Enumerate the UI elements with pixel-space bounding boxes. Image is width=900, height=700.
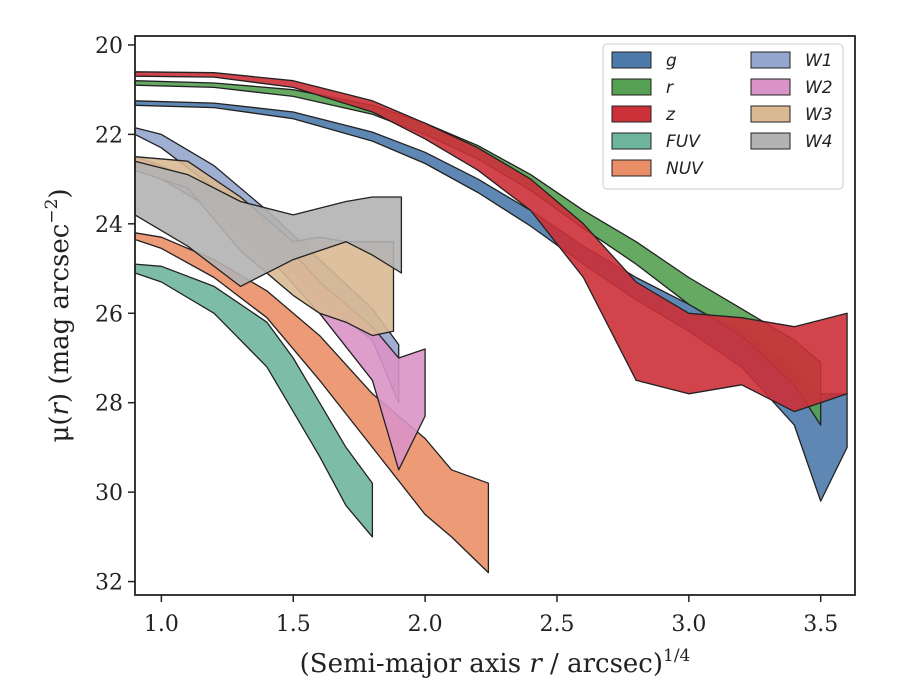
x-tick-label: 1.5 bbox=[276, 612, 311, 637]
band-w4 bbox=[134, 160, 403, 288]
band-z bbox=[134, 71, 848, 413]
legend-swatch-nuv bbox=[611, 159, 652, 177]
legend-label-w3: W3 bbox=[805, 105, 833, 125]
legend-label-w4: W4 bbox=[805, 132, 833, 152]
y-axis-label-part: μ( bbox=[45, 416, 75, 443]
legend-label-z: z bbox=[665, 105, 676, 125]
y-tick-label: 32 bbox=[95, 571, 123, 596]
legend-swatch-w3 bbox=[750, 105, 791, 123]
legend-label-fuv: FUV bbox=[666, 132, 701, 152]
plot-frame bbox=[134, 35, 856, 596]
legend-swatch-r bbox=[611, 78, 652, 96]
y-axis-label-part: ) bbox=[45, 188, 75, 198]
x-axis-label-exponent: 1/4 bbox=[663, 646, 690, 666]
x-tick-label: 1.0 bbox=[144, 612, 179, 637]
x-axis-label-var: r bbox=[529, 649, 543, 679]
band-g bbox=[134, 100, 848, 502]
legend-swatch-z bbox=[611, 105, 652, 123]
legend-swatch-w2 bbox=[750, 78, 791, 96]
legend-swatch-w4 bbox=[750, 132, 791, 150]
x-axis-label: (Semi-major axis r / arcsec)1/4 bbox=[300, 646, 691, 679]
x-axis: 1.0 1.5 2.0 2.5 3.0 3.5 bbox=[144, 595, 838, 637]
y-tick-label: 24 bbox=[95, 213, 123, 238]
x-axis-label-part: (Semi-major axis bbox=[300, 649, 530, 679]
legend-swatch-w1 bbox=[750, 51, 791, 69]
y-tick-label: 28 bbox=[95, 392, 123, 417]
x-axis-label-part: / arcsec) bbox=[542, 649, 663, 679]
legend-swatch-g bbox=[611, 51, 652, 69]
y-tick-label: 26 bbox=[95, 302, 123, 327]
band-nuv bbox=[134, 232, 490, 574]
legend-swatch-fuv bbox=[611, 132, 652, 150]
y-tick-label: 30 bbox=[95, 481, 123, 506]
y-axis-label-part: ) (mag arcsec bbox=[45, 224, 75, 403]
legend-label-w1: W1 bbox=[805, 51, 833, 71]
legend-label-nuv: NUV bbox=[666, 159, 704, 179]
legend-label-r: r bbox=[666, 78, 674, 98]
x-tick-label: 3.0 bbox=[671, 612, 706, 637]
legend-label-w2: W2 bbox=[805, 78, 833, 98]
x-tick-label: 2.5 bbox=[539, 612, 574, 637]
x-tick-label: 3.5 bbox=[803, 612, 838, 637]
y-tick-label: 20 bbox=[95, 34, 123, 59]
y-axis-label-exponent: −2 bbox=[42, 199, 62, 224]
y-axis-label-var: r bbox=[45, 402, 75, 416]
legend-label-g: g bbox=[666, 51, 677, 71]
band-fuv bbox=[134, 263, 374, 538]
series-bands bbox=[134, 71, 848, 574]
legend: grz FUV NUV W1 W2 W3 W4 bbox=[602, 43, 844, 190]
x-tick-label: 2.0 bbox=[408, 612, 443, 637]
y-tick-label: 22 bbox=[95, 123, 123, 148]
y-axis: 20 22 24 26 28 30 32 bbox=[95, 34, 135, 596]
y-axis-label: μ(r) (mag arcsec−2) bbox=[42, 188, 75, 442]
